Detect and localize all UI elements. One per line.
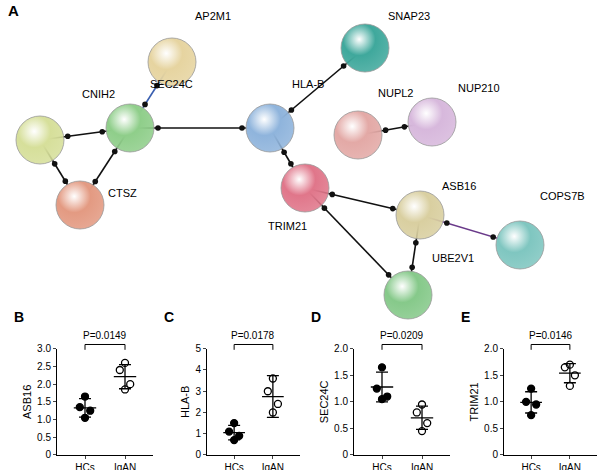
- svg-text:HCs: HCs: [521, 462, 540, 470]
- svg-text:2: 2: [195, 407, 201, 418]
- svg-text:0.5: 0.5: [37, 432, 51, 443]
- svg-text:1.5: 1.5: [484, 370, 498, 381]
- svg-text:CNIH2: CNIH2: [82, 88, 115, 100]
- svg-text:P=0.0209: P=0.0209: [380, 330, 424, 341]
- svg-text:ASB16: ASB16: [21, 385, 33, 419]
- svg-text:1.5: 1.5: [37, 396, 51, 407]
- svg-text:HCs: HCs: [372, 462, 391, 470]
- svg-text:2.5: 2.5: [37, 361, 51, 372]
- svg-text:0: 0: [342, 449, 348, 460]
- svg-text:0: 0: [195, 449, 201, 460]
- svg-text:1.5: 1.5: [334, 370, 348, 381]
- svg-text:IgAN: IgAN: [411, 462, 433, 470]
- svg-text:5: 5: [195, 343, 201, 354]
- svg-text:ASB16: ASB16: [442, 180, 476, 192]
- svg-text:1.0: 1.0: [37, 414, 51, 425]
- svg-text:0: 0: [45, 449, 51, 460]
- svg-text:0: 0: [492, 449, 498, 460]
- svg-text:AP2M1: AP2M1: [195, 10, 231, 22]
- svg-text:SNAP23: SNAP23: [388, 10, 430, 22]
- svg-text:0.5: 0.5: [334, 423, 348, 434]
- svg-text:2.0: 2.0: [484, 343, 498, 354]
- svg-text:4: 4: [195, 364, 201, 375]
- svg-text:UBE2V1: UBE2V1: [432, 252, 474, 264]
- svg-text:HLA-B: HLA-B: [179, 386, 191, 418]
- svg-text:CTSZ: CTSZ: [108, 187, 137, 199]
- svg-text:COPS7B: COPS7B: [540, 190, 585, 202]
- svg-text:C: C: [164, 309, 174, 325]
- svg-text:P=0.0146: P=0.0146: [529, 330, 573, 341]
- svg-text:IgAN: IgAN: [559, 462, 581, 470]
- svg-text:HCs: HCs: [75, 462, 94, 470]
- svg-text:NUP210: NUP210: [458, 82, 500, 94]
- svg-text:1: 1: [195, 428, 201, 439]
- svg-text:A: A: [8, 2, 19, 19]
- svg-text:TRIM21: TRIM21: [468, 382, 480, 421]
- svg-text:2.0: 2.0: [334, 343, 348, 354]
- svg-text:P=0.0178: P=0.0178: [231, 330, 275, 341]
- svg-text:SEC24C: SEC24C: [150, 78, 193, 90]
- svg-text:2.0: 2.0: [37, 379, 51, 390]
- svg-text:IgAN: IgAN: [262, 462, 284, 470]
- svg-text:B: B: [14, 309, 24, 325]
- svg-text:HLA-B: HLA-B: [292, 78, 324, 90]
- svg-text:0.5: 0.5: [484, 423, 498, 434]
- svg-text:TRIM21: TRIM21: [268, 220, 307, 232]
- svg-text:D: D: [311, 309, 321, 325]
- svg-text:1.0: 1.0: [334, 396, 348, 407]
- svg-text:NUPL2: NUPL2: [378, 87, 413, 99]
- svg-text:HCs: HCs: [224, 462, 243, 470]
- svg-text:P=0.0149: P=0.0149: [83, 330, 127, 341]
- svg-text:1.0: 1.0: [484, 396, 498, 407]
- svg-text:SEC24C: SEC24C: [318, 380, 330, 423]
- svg-text:IgAN: IgAN: [114, 462, 136, 470]
- svg-text:E: E: [461, 309, 470, 325]
- svg-text:3: 3: [195, 386, 201, 397]
- svg-text:3.0: 3.0: [37, 343, 51, 354]
